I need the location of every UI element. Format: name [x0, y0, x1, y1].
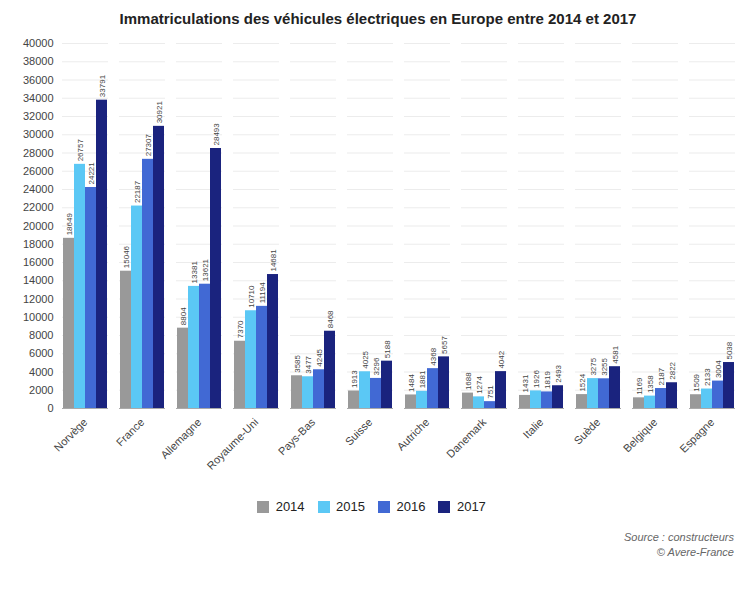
svg-text:2493: 2493	[554, 364, 563, 382]
svg-text:Espagne: Espagne	[677, 416, 716, 455]
svg-text:2133: 2133	[703, 368, 712, 386]
svg-text:32000: 32000	[23, 110, 54, 122]
svg-text:Suisse: Suisse	[343, 416, 375, 448]
svg-text:4581: 4581	[611, 345, 620, 363]
svg-text:24221: 24221	[87, 162, 96, 185]
html-text:2016: 2016	[396, 499, 426, 514]
svg-text:24000: 24000	[23, 183, 54, 195]
html-text:2014: 2014	[275, 499, 305, 514]
svg-text:12000: 12000	[23, 293, 54, 305]
svg-text:Royaume-Uni: Royaume-Uni	[204, 416, 260, 472]
svg-text:38000: 38000	[23, 55, 54, 67]
svg-text:Suède: Suède	[571, 416, 602, 447]
svg-text:1358: 1358	[646, 375, 655, 393]
svg-text:36000: 36000	[23, 74, 54, 86]
svg-text:8468: 8468	[326, 310, 335, 328]
svg-text:5038: 5038	[725, 341, 734, 359]
svg-text:Italie: Italie	[520, 416, 545, 441]
svg-text:1819: 1819	[543, 371, 552, 389]
svg-text:3585: 3585	[293, 354, 302, 372]
svg-text:2000: 2000	[29, 384, 53, 396]
svg-text:16000: 16000	[23, 256, 54, 268]
svg-text:3255: 3255	[600, 357, 609, 375]
html-text:2015: 2015	[336, 499, 365, 514]
svg-text:10000: 10000	[23, 311, 54, 323]
svg-text:40000: 40000	[23, 37, 54, 49]
svg-text:27307: 27307	[144, 134, 153, 157]
svg-text:28493: 28493	[212, 123, 221, 146]
svg-text:8804: 8804	[179, 307, 188, 325]
svg-text:15046: 15046	[122, 245, 131, 268]
svg-text:7370: 7370	[236, 320, 245, 338]
svg-text:1524: 1524	[578, 373, 587, 391]
svg-text:14681: 14681	[269, 249, 278, 272]
svg-text:30000: 30000	[23, 128, 54, 140]
svg-text:Pays-Bas: Pays-Bas	[276, 415, 318, 457]
svg-text:0: 0	[47, 402, 53, 414]
svg-text:1509: 1509	[692, 373, 701, 391]
svg-text:18000: 18000	[23, 238, 54, 250]
svg-text:5188: 5188	[383, 340, 392, 358]
svg-text:22000: 22000	[23, 201, 54, 213]
svg-text:Autriche: Autriche	[394, 416, 431, 453]
html-text:Source : constructeurs: Source : constructeurs	[623, 530, 734, 543]
svg-text:1431: 1431	[521, 374, 530, 392]
svg-text:26000: 26000	[23, 165, 54, 177]
svg-text:10710: 10710	[247, 285, 256, 308]
svg-text:1274: 1274	[475, 376, 484, 394]
svg-text:1169: 1169	[635, 377, 644, 395]
svg-text:3004: 3004	[714, 360, 723, 378]
svg-text:France: France	[114, 416, 147, 449]
svg-text:1881: 1881	[418, 370, 427, 388]
svg-text:Danemark: Danemark	[444, 415, 489, 460]
svg-text:20000: 20000	[23, 220, 54, 232]
html-text:© Avere-France: © Avere-France	[656, 545, 734, 558]
svg-text:Norvège: Norvège	[52, 416, 90, 454]
svg-text:14000: 14000	[23, 274, 54, 286]
svg-text:2187: 2187	[657, 367, 666, 385]
svg-text:26757: 26757	[76, 139, 85, 162]
svg-text:1484: 1484	[407, 374, 416, 392]
svg-text:4025: 4025	[361, 350, 370, 368]
svg-text:5657: 5657	[440, 336, 449, 354]
svg-text:4245: 4245	[315, 348, 324, 366]
svg-text:3477: 3477	[304, 355, 313, 373]
svg-text:1913: 1913	[350, 370, 359, 388]
svg-text:28000: 28000	[23, 147, 54, 159]
html-text:2017: 2017	[456, 499, 486, 514]
svg-text:13381: 13381	[190, 261, 199, 284]
svg-text:2822: 2822	[668, 361, 677, 379]
svg-text:33791: 33791	[98, 74, 107, 97]
svg-text:4368: 4368	[429, 347, 438, 365]
svg-text:1688: 1688	[464, 372, 473, 390]
html-text:Immatriculations des véhicules: Immatriculations des véhicules électriqu…	[119, 10, 637, 27]
svg-text:4042: 4042	[497, 350, 506, 368]
svg-text:13621: 13621	[201, 258, 210, 281]
svg-text:1926: 1926	[532, 370, 541, 388]
svg-text:6000: 6000	[29, 347, 53, 359]
svg-text:22187: 22187	[133, 180, 142, 203]
svg-text:18649: 18649	[65, 213, 74, 236]
svg-text:11194: 11194	[258, 282, 267, 304]
svg-text:34000: 34000	[23, 92, 54, 104]
svg-text:Belgique: Belgique	[621, 416, 660, 455]
svg-text:8000: 8000	[29, 329, 53, 341]
svg-text:3275: 3275	[589, 357, 598, 375]
svg-text:Allemagne: Allemagne	[158, 416, 203, 461]
svg-text:751: 751	[486, 385, 495, 399]
svg-text:30921: 30921	[155, 101, 164, 124]
svg-text:3296: 3296	[372, 357, 381, 375]
svg-text:4000: 4000	[29, 366, 53, 378]
